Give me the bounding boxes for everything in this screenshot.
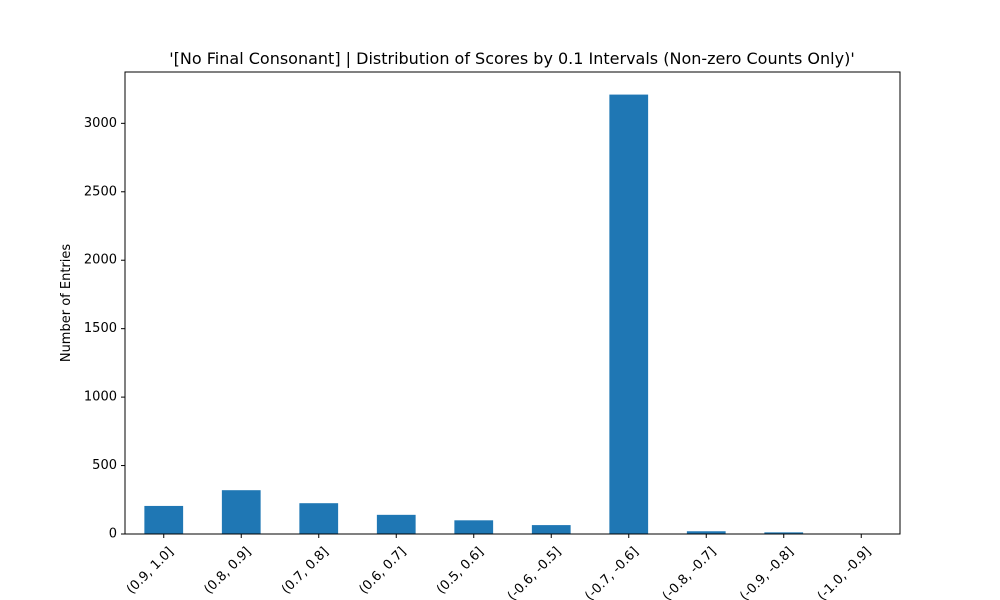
plot-frame [124,71,901,535]
x-tick-label: (0.5, 0.6] [434,544,487,597]
x-tick-label: (0.9, 1.0] [124,544,177,597]
chart-title: '[No Final Consonant] | Distribution of … [169,49,854,68]
bars-group [144,94,881,534]
x-tick-label: (-1.0, -0.9] [815,544,874,600]
bar [609,94,649,534]
y-tick-label: 2000 [84,253,117,268]
bar [376,514,416,534]
x-tick-label: (-0.7, -0.6] [582,544,641,600]
bar [299,503,339,534]
bar [531,525,571,534]
y-axis: 0 500 1000 1500 2000 2500 3000 [84,116,125,542]
x-axis: (0.9, 1.0] (0.8, 0.9] (0.7, 0.8] (0.6, 0.7]… [124,534,874,600]
bar [686,531,726,534]
x-tick-label: (0.8, 0.9] [201,544,254,597]
y-tick-label: 1500 [84,321,117,336]
x-tick-label: (-0.9, -0.8] [737,544,796,600]
bar [221,490,261,534]
y-tick-label: 1000 [84,390,117,405]
y-axis-label: Number of Entries [59,244,74,363]
x-tick-label: (-0.8, -0.7] [660,544,719,600]
y-tick-label: 2500 [84,184,117,199]
bar [764,532,804,534]
y-tick-label: 500 [92,458,117,473]
bar [454,520,494,534]
x-tick-label: (0.6, 0.7] [356,544,409,597]
y-tick-label: 0 [109,527,117,542]
bar [144,505,184,534]
x-tick-label: (0.7, 0.8] [279,544,332,597]
x-tick-label: (-0.6, -0.5] [505,544,564,600]
y-tick-label: 3000 [84,116,117,131]
